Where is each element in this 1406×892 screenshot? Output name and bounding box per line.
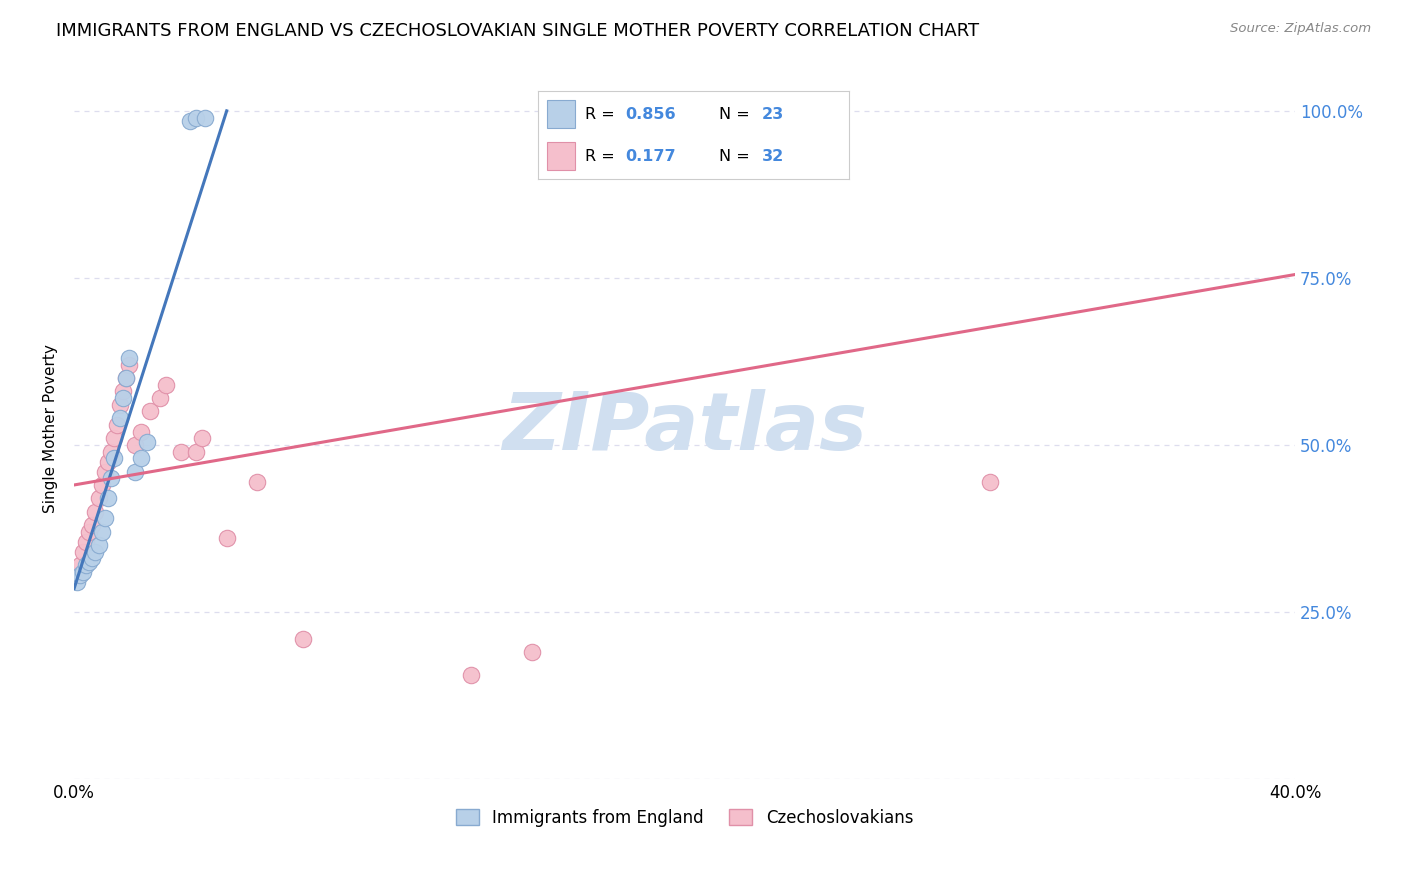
Legend: Immigrants from England, Czechoslovakians: Immigrants from England, Czechoslovakian… bbox=[449, 803, 920, 834]
Point bbox=[79, 524, 101, 539]
Point bbox=[72, 545, 94, 559]
Point bbox=[84, 545, 107, 559]
Point bbox=[115, 371, 138, 385]
Point bbox=[460, 668, 482, 682]
Point bbox=[108, 411, 131, 425]
Point bbox=[90, 478, 112, 492]
Point bbox=[82, 518, 104, 533]
Point bbox=[124, 465, 146, 479]
Point bbox=[179, 113, 201, 128]
Point bbox=[186, 444, 208, 458]
Point bbox=[191, 431, 214, 445]
Point bbox=[93, 465, 115, 479]
Point bbox=[520, 645, 543, 659]
Point bbox=[139, 404, 162, 418]
Point bbox=[103, 451, 125, 466]
Point bbox=[111, 384, 134, 399]
Point bbox=[87, 491, 110, 506]
Point bbox=[979, 475, 1001, 489]
Point bbox=[155, 377, 177, 392]
Point bbox=[148, 391, 170, 405]
Point bbox=[69, 568, 91, 582]
Point bbox=[79, 555, 101, 569]
Point bbox=[97, 491, 120, 506]
Point bbox=[82, 551, 104, 566]
Point bbox=[69, 558, 91, 573]
Point bbox=[215, 532, 238, 546]
Point bbox=[84, 505, 107, 519]
Point bbox=[129, 425, 152, 439]
Point bbox=[66, 568, 89, 582]
Point bbox=[103, 431, 125, 445]
Point bbox=[66, 574, 89, 589]
Text: ZIPatlas: ZIPatlas bbox=[502, 389, 868, 467]
Point bbox=[115, 371, 138, 385]
Point bbox=[118, 358, 141, 372]
Point bbox=[194, 111, 217, 125]
Point bbox=[90, 524, 112, 539]
Point bbox=[246, 475, 269, 489]
Point bbox=[118, 351, 141, 365]
Point bbox=[108, 398, 131, 412]
Point bbox=[72, 565, 94, 579]
Point bbox=[111, 391, 134, 405]
Point bbox=[292, 632, 315, 646]
Point bbox=[129, 451, 152, 466]
Y-axis label: Single Mother Poverty: Single Mother Poverty bbox=[44, 343, 58, 513]
Point bbox=[100, 444, 122, 458]
Point bbox=[75, 534, 97, 549]
Point bbox=[170, 444, 193, 458]
Point bbox=[186, 111, 208, 125]
Text: Source: ZipAtlas.com: Source: ZipAtlas.com bbox=[1230, 22, 1371, 36]
Point bbox=[124, 438, 146, 452]
Point bbox=[97, 454, 120, 468]
Text: IMMIGRANTS FROM ENGLAND VS CZECHOSLOVAKIAN SINGLE MOTHER POVERTY CORRELATION CHA: IMMIGRANTS FROM ENGLAND VS CZECHOSLOVAKI… bbox=[56, 22, 980, 40]
Point bbox=[87, 538, 110, 552]
Point bbox=[105, 417, 128, 432]
Point bbox=[100, 471, 122, 485]
Point bbox=[75, 558, 97, 573]
Point bbox=[136, 434, 159, 449]
Point bbox=[93, 511, 115, 525]
